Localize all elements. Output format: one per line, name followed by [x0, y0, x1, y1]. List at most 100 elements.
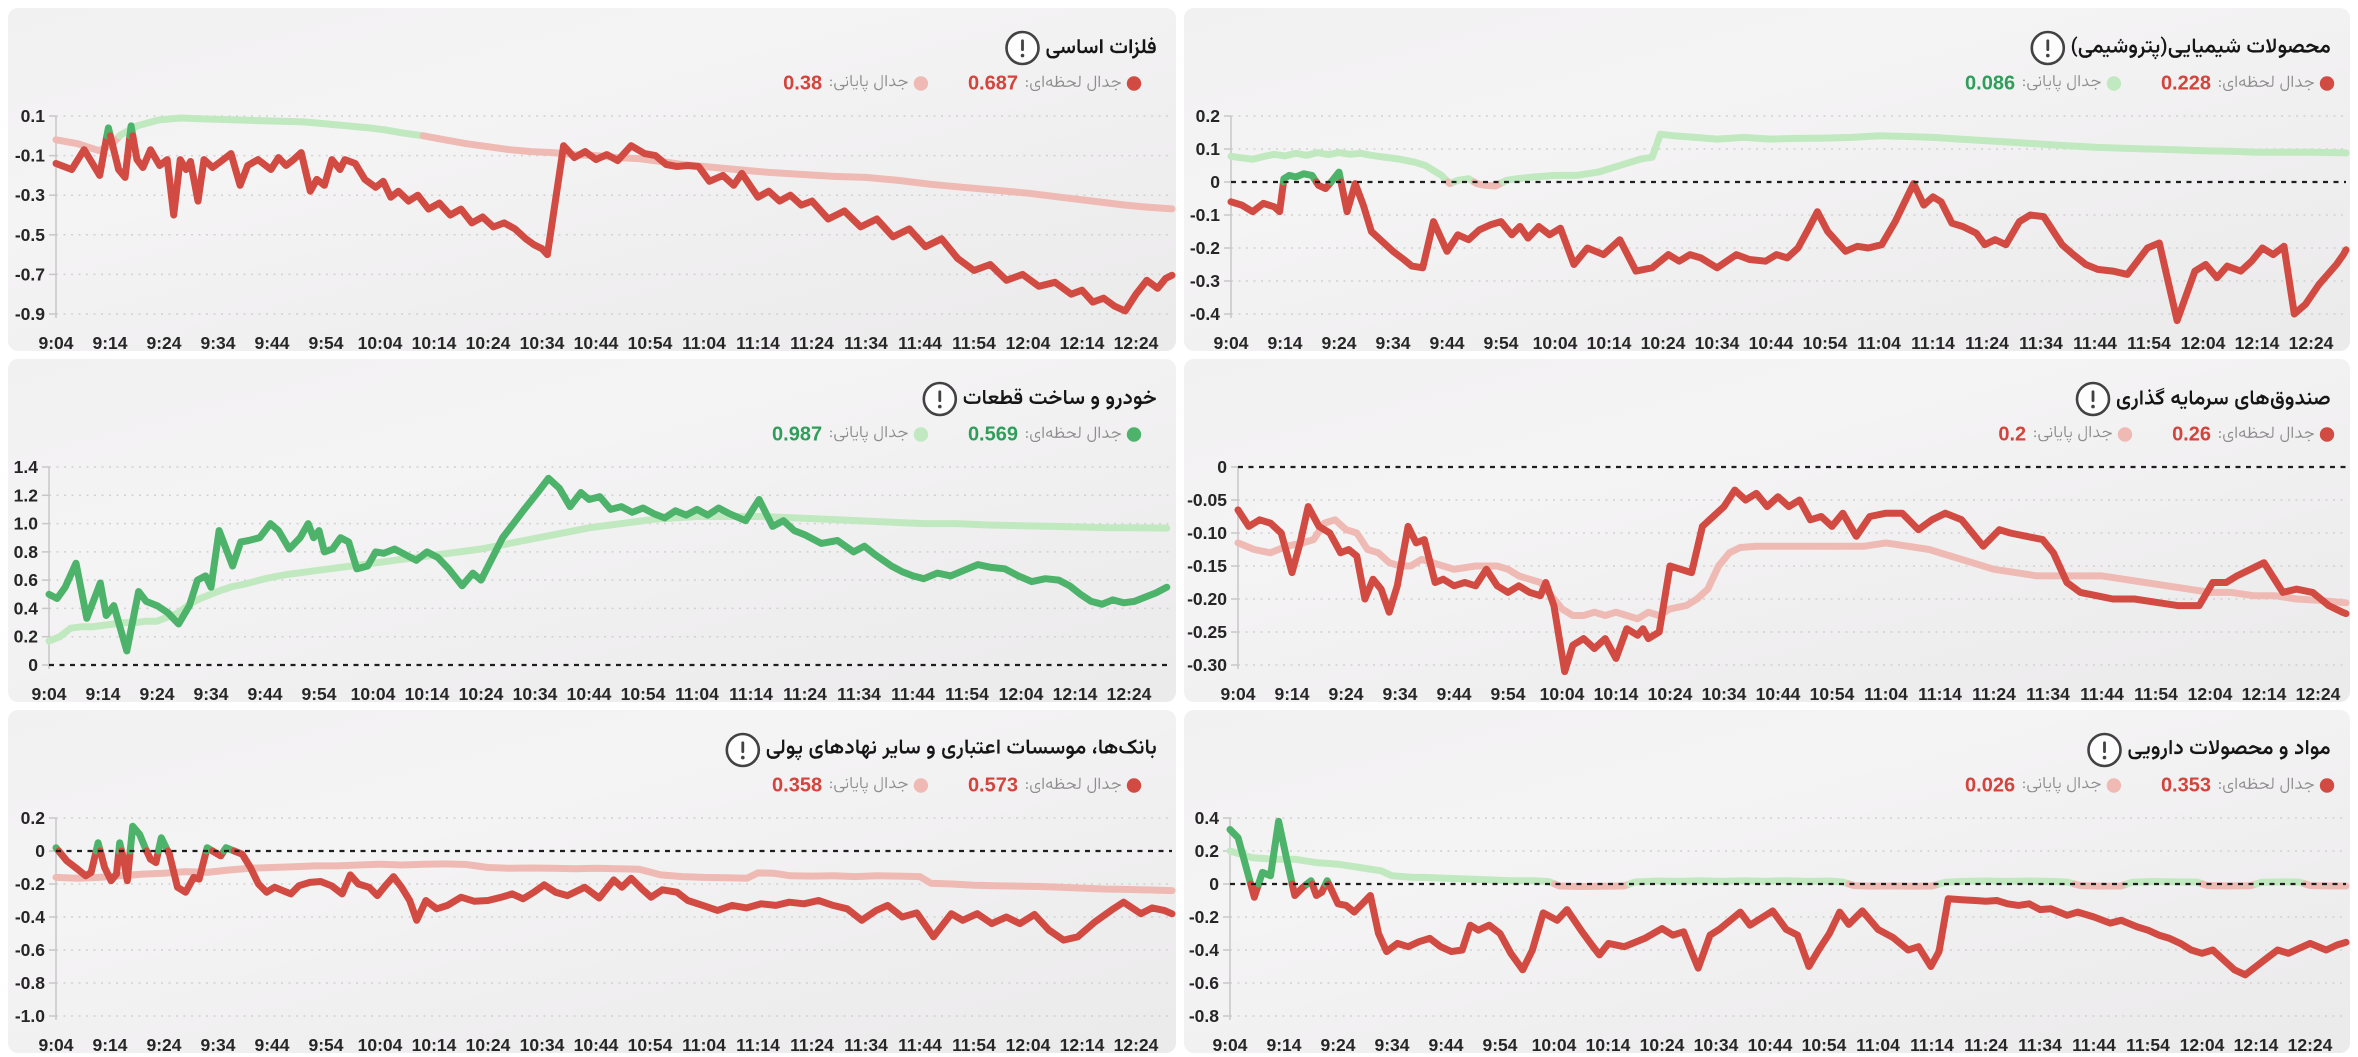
svg-text:9:34: 9:34	[193, 684, 228, 704]
svg-text:10:54: 10:54	[621, 684, 666, 704]
svg-text:11:04: 11:04	[682, 1035, 726, 1055]
svg-text:10:04: 10:04	[1533, 333, 1578, 353]
svg-text:12:04: 12:04	[2180, 1035, 2225, 1055]
svg-text:-0.5: -0.5	[15, 225, 45, 245]
svg-text:-0.15: -0.15	[1187, 556, 1227, 576]
svg-text:9:44: 9:44	[254, 333, 289, 353]
svg-text:10:14: 10:14	[1586, 1035, 1631, 1055]
svg-text:9:44: 9:44	[1428, 1035, 1463, 1055]
svg-text:9:04: 9:04	[1213, 333, 1248, 353]
svg-text:12:24: 12:24	[2296, 684, 2341, 704]
svg-text:11:34: 11:34	[844, 1035, 888, 1055]
svg-text:9:14: 9:14	[1267, 333, 1302, 353]
svg-text:9:24: 9:24	[1320, 1035, 1355, 1055]
svg-text:-0.2: -0.2	[15, 874, 45, 894]
svg-text:10:54: 10:54	[1802, 1035, 1847, 1055]
svg-text:0.353: 0.353	[2161, 775, 2211, 797]
svg-text:11:54: 11:54	[945, 684, 989, 704]
svg-text:11:24: 11:24	[1972, 684, 2016, 704]
svg-text:10:54: 10:54	[1810, 684, 1855, 704]
svg-text:10:54: 10:54	[1803, 333, 1848, 353]
svg-text:11:14: 11:14	[1910, 1035, 1954, 1055]
svg-text:11:24: 11:24	[1964, 1035, 2008, 1055]
svg-text:10:14: 10:14	[1587, 333, 1632, 353]
svg-text:-0.30: -0.30	[1187, 655, 1227, 675]
svg-text:9:34: 9:34	[1374, 1035, 1409, 1055]
svg-text:10:14: 10:14	[1594, 684, 1639, 704]
svg-text:-0.3: -0.3	[15, 185, 45, 205]
svg-text:12:14: 12:14	[1060, 333, 1105, 353]
svg-text:-0.1: -0.1	[15, 146, 45, 166]
svg-text:9:04: 9:04	[31, 684, 66, 704]
svg-text:0.026: 0.026	[1965, 775, 2015, 797]
svg-text:10:04: 10:04	[1532, 1035, 1577, 1055]
svg-text:9:24: 9:24	[1328, 684, 1363, 704]
svg-text:9:24: 9:24	[139, 684, 174, 704]
svg-text:10:44: 10:44	[567, 684, 612, 704]
svg-text:9:04: 9:04	[1220, 684, 1255, 704]
svg-text:0.2: 0.2	[1998, 424, 2026, 446]
svg-text:0.8: 0.8	[14, 542, 39, 562]
svg-text:11:24: 11:24	[790, 1035, 834, 1055]
svg-text:10:34: 10:34	[513, 684, 558, 704]
svg-text:-0.6: -0.6	[1189, 973, 1219, 993]
svg-text:11:54: 11:54	[2127, 333, 2171, 353]
svg-text:0: 0	[1217, 457, 1227, 477]
svg-text:-0.1: -0.1	[1190, 205, 1220, 225]
svg-text:-0.05: -0.05	[1187, 490, 1227, 510]
svg-text:12:04: 12:04	[1006, 333, 1051, 353]
svg-text:11:44: 11:44	[2080, 684, 2124, 704]
svg-text:9:14: 9:14	[92, 1035, 127, 1055]
svg-text:10:44: 10:44	[1749, 333, 1794, 353]
svg-text:12:04: 12:04	[2188, 684, 2233, 704]
svg-text:10:44: 10:44	[1748, 1035, 1793, 1055]
svg-text:11:54: 11:54	[952, 1035, 996, 1055]
svg-text:0.26: 0.26	[2172, 424, 2211, 446]
svg-text:10:24: 10:24	[466, 1035, 511, 1055]
svg-text:-0.9: -0.9	[15, 304, 45, 324]
svg-text:11:44: 11:44	[2072, 1035, 2116, 1055]
svg-text:10:24: 10:24	[1641, 333, 1686, 353]
svg-text:11:44: 11:44	[898, 1035, 942, 1055]
svg-text:11:14: 11:14	[729, 684, 773, 704]
svg-text:-0.10: -0.10	[1187, 523, 1227, 543]
svg-text:12:14: 12:14	[2242, 684, 2287, 704]
svg-text:10:34: 10:34	[520, 333, 565, 353]
svg-text:10:14: 10:14	[412, 1035, 457, 1055]
svg-text:11:04: 11:04	[682, 333, 726, 353]
svg-text:-0.8: -0.8	[1189, 1006, 1219, 1026]
svg-text:11:04: 11:04	[1856, 1035, 1900, 1055]
svg-text:9:54: 9:54	[1490, 684, 1525, 704]
svg-text:11:54: 11:54	[952, 333, 996, 353]
svg-text:0.1: 0.1	[21, 106, 46, 126]
svg-text:11:14: 11:14	[1911, 333, 1955, 353]
svg-text:12:24: 12:24	[1114, 333, 1159, 353]
svg-text:-0.25: -0.25	[1187, 622, 1227, 642]
svg-text:11:44: 11:44	[2073, 333, 2117, 353]
svg-text:10:34: 10:34	[1702, 684, 1747, 704]
svg-text:-0.4: -0.4	[15, 907, 45, 927]
svg-text:0.4: 0.4	[14, 598, 39, 618]
svg-text:0: 0	[28, 655, 38, 675]
svg-text:12:24: 12:24	[1114, 1035, 1159, 1055]
svg-text:10:54: 10:54	[628, 1035, 673, 1055]
svg-text:9:24: 9:24	[146, 333, 181, 353]
svg-text:11:54: 11:54	[2126, 1035, 2170, 1055]
svg-text:10:04: 10:04	[351, 684, 396, 704]
svg-text:0.573: 0.573	[968, 775, 1018, 797]
svg-text:10:34: 10:34	[1694, 1035, 1739, 1055]
svg-text:11:34: 11:34	[2018, 1035, 2062, 1055]
svg-text:9:04: 9:04	[1212, 1035, 1247, 1055]
svg-text:11:24: 11:24	[790, 333, 834, 353]
svg-text:10:14: 10:14	[412, 333, 457, 353]
svg-text:-0.2: -0.2	[1189, 907, 1219, 927]
svg-text:12:24: 12:24	[2288, 1035, 2333, 1055]
svg-text:-0.6: -0.6	[15, 940, 45, 960]
svg-text:-0.7: -0.7	[15, 264, 45, 284]
svg-text:9:14: 9:14	[92, 333, 127, 353]
svg-text:11:14: 11:14	[1918, 684, 1962, 704]
svg-text:0: 0	[1209, 874, 1219, 894]
svg-text:0.228: 0.228	[2161, 73, 2211, 95]
svg-text:-0.20: -0.20	[1187, 589, 1227, 609]
svg-text:1.4: 1.4	[14, 457, 39, 477]
